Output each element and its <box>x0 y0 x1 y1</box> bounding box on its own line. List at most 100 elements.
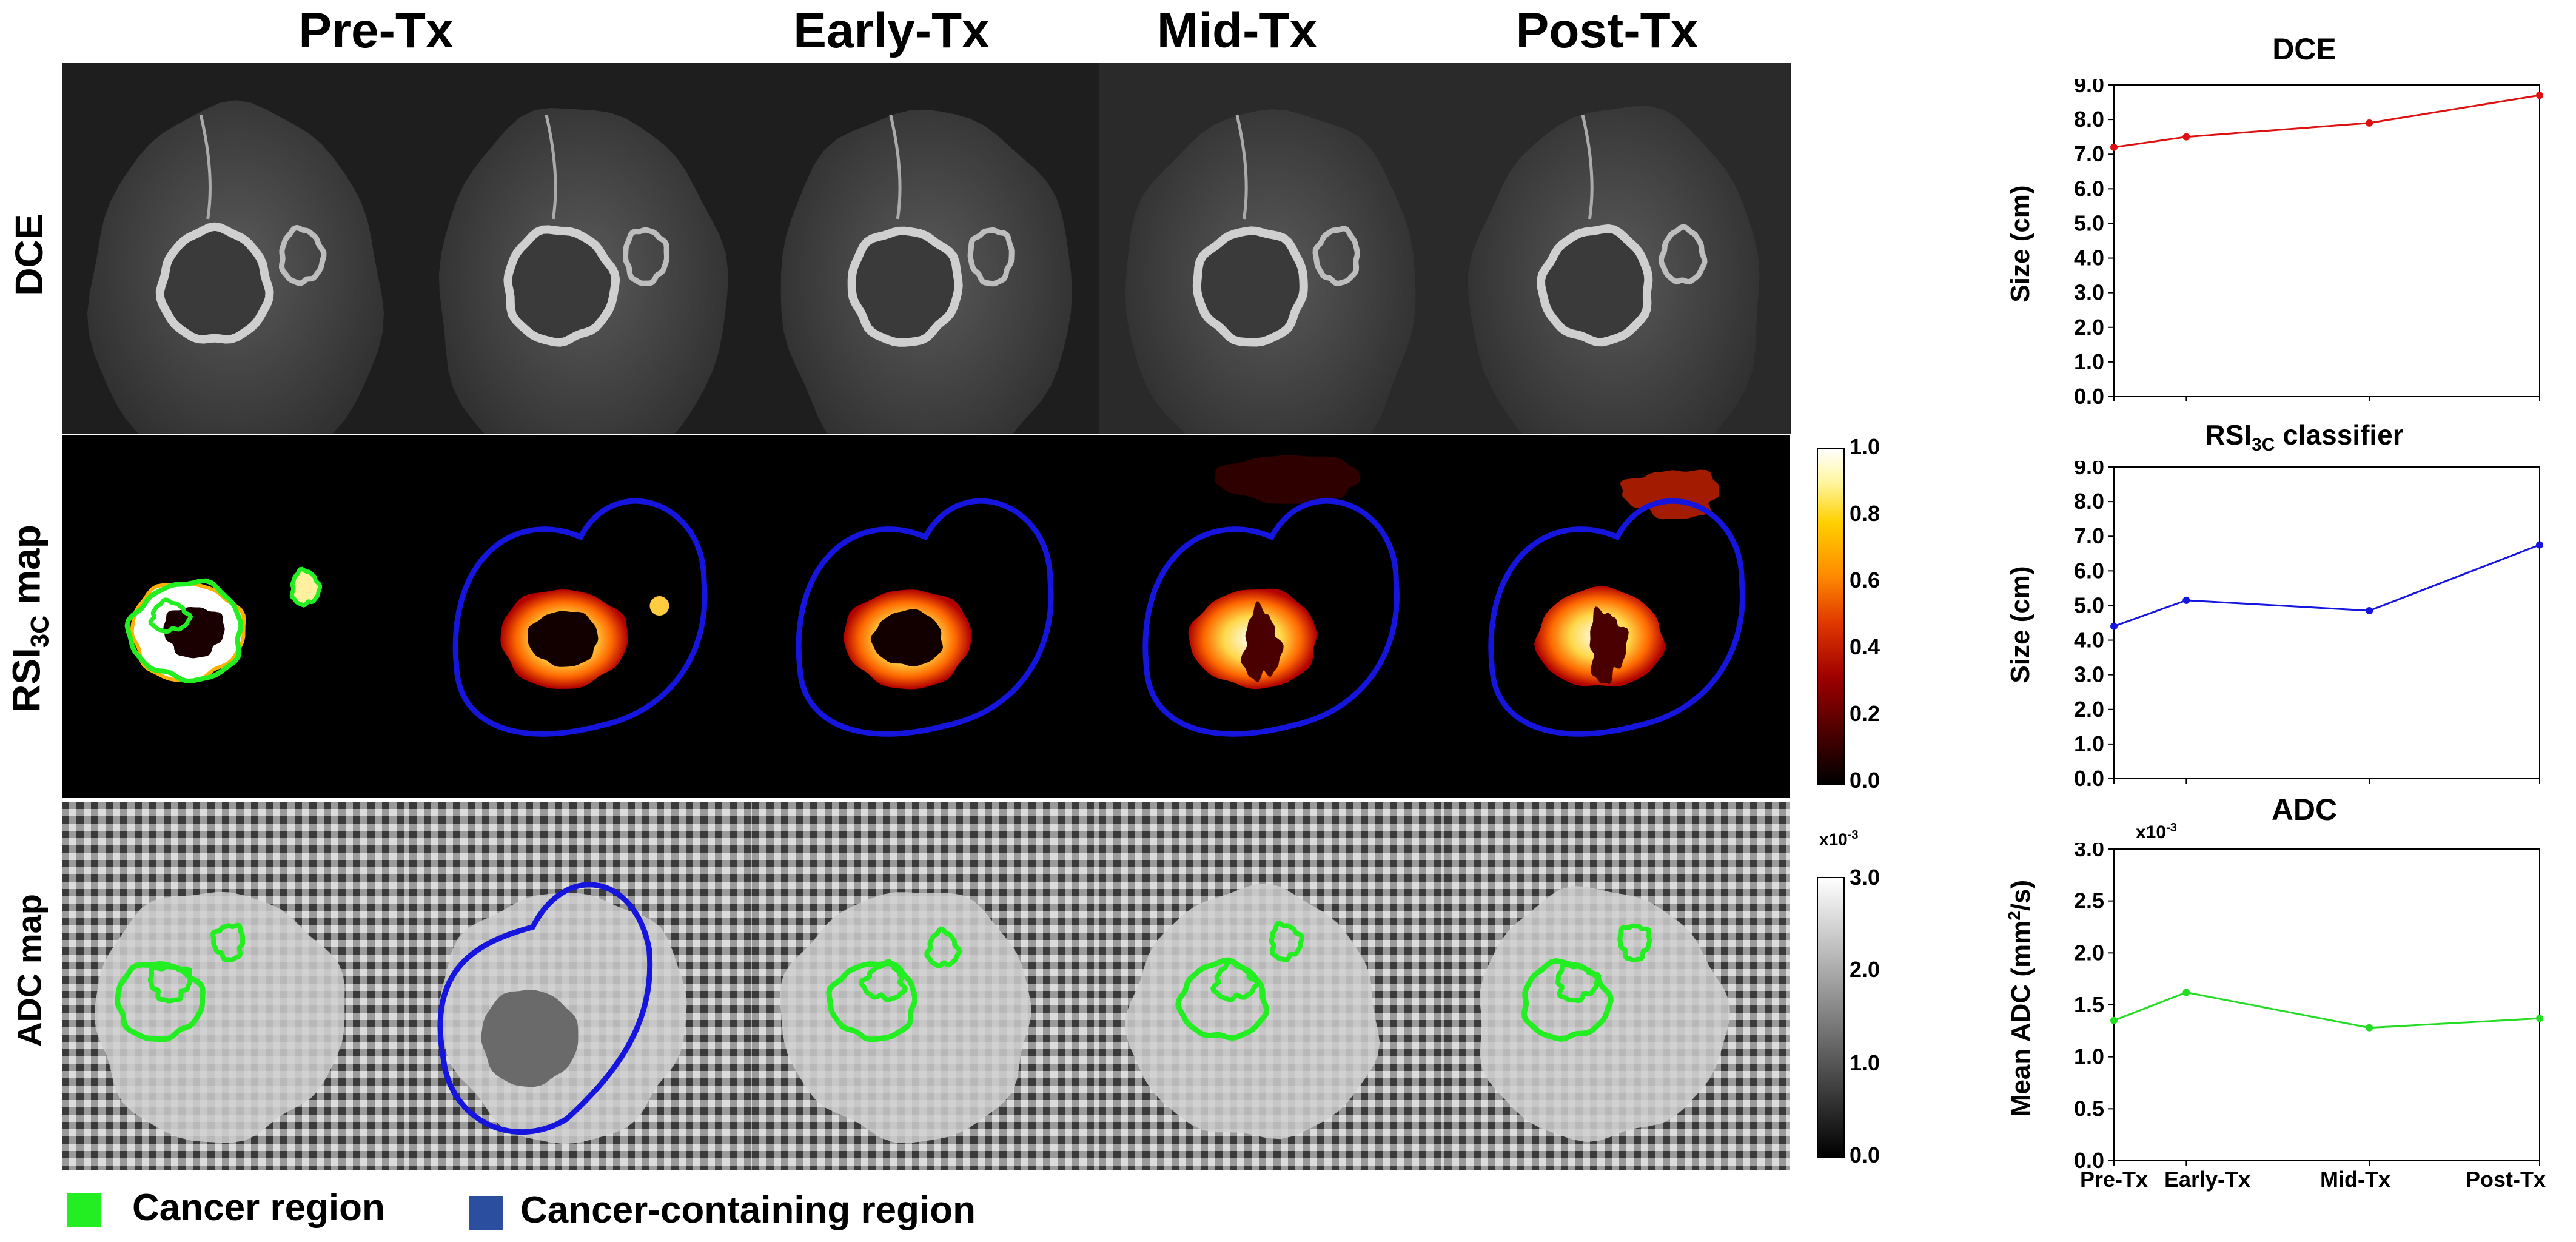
data-point <box>2536 541 2543 549</box>
y-tick-label: 4.0 <box>2074 246 2104 270</box>
legend-swatch-cancer <box>67 1193 101 1227</box>
data-point <box>2182 133 2190 141</box>
adc-cb-mult-base: x10 <box>1819 830 1848 849</box>
chart-frame <box>2113 84 2540 397</box>
y-tick-label: 8.0 <box>2074 107 2104 132</box>
y-tick-label: 9.0 <box>2074 461 2104 479</box>
y-tick-label: 0.0 <box>2074 766 2104 788</box>
data-point <box>2366 1024 2373 1032</box>
rsi-image-panel <box>1099 435 1444 798</box>
series-line <box>2113 544 2540 628</box>
y-tick-label: 2.0 <box>2074 940 2104 965</box>
chart-xtick: Early-Tx <box>2164 1167 2251 1192</box>
rsi-label-suffix: map <box>4 525 49 616</box>
legend-swatch-containing <box>469 1196 503 1230</box>
rsi-image-panel <box>752 435 1099 798</box>
dce-image-panel <box>752 63 1100 434</box>
chart-ylabel-adc-suffix: /s) <box>2005 879 2036 911</box>
y-tick-label: 9.0 <box>2074 79 2104 97</box>
legend-label-containing: Cancer-containing region <box>520 1189 976 1231</box>
row-label-rsi: RSI3C map <box>4 525 55 713</box>
rsi-colorbar-tick: 0.2 <box>1850 701 1880 726</box>
adc-chart-multiplier: x10-3 <box>2136 821 2177 843</box>
y-tick-label: 2.0 <box>2074 697 2104 722</box>
chart-adc: 0.0 0.5 1.0 1.5 2.0 2.5 3.0 <box>2074 843 2543 1170</box>
data-point <box>2110 622 2118 630</box>
rsi-label-sub: 3C <box>25 615 54 648</box>
adc-image-panel <box>752 802 1099 1170</box>
adc-image-panel <box>409 802 752 1170</box>
adc-colorbar-tick: 3.0 <box>1850 865 1880 890</box>
rsi-colorbar-tick: 0.4 <box>1850 634 1880 659</box>
y-tick-label: 7.0 <box>2074 523 2104 548</box>
y-tick-label: 3.0 <box>2074 843 2104 861</box>
data-point <box>2182 596 2190 604</box>
chart-xtick: Mid-Tx <box>2320 1167 2390 1192</box>
data-point <box>2366 607 2373 615</box>
y-tick-label: 3.0 <box>2074 662 2104 687</box>
column-header-post-tx: Post-Tx <box>1515 3 1699 58</box>
chart-xtick: Post-Tx <box>2465 1167 2546 1192</box>
y-tick-label: 1.0 <box>2074 731 2104 756</box>
rsi-colorbar-tick: 0.6 <box>1850 568 1880 592</box>
rsi-image-panel <box>1444 435 1790 798</box>
rsi-colorbar <box>1817 448 1845 785</box>
adc-chart-mult-base: x10 <box>2136 822 2167 842</box>
data-point <box>2182 989 2190 996</box>
y-tick-label: 2.5 <box>2074 888 2104 913</box>
chart-dce: 0.0 1.0 2.0 3.0 4.0 5.0 6.0 7.0 8.0 9.0 <box>2074 79 2543 406</box>
data-point <box>2536 1015 2543 1022</box>
y-tick-label: 6.0 <box>2074 558 2104 583</box>
y-tick-label: 1.0 <box>2074 349 2104 374</box>
data-point <box>2110 143 2118 151</box>
series-line <box>2113 94 2540 149</box>
rsi-label-base: RSI <box>4 648 49 713</box>
y-tick-label: 7.0 <box>2074 141 2104 166</box>
rsi-colorbar-tick: 0.0 <box>1850 768 1880 793</box>
y-tick-label: 0.5 <box>2074 1096 2104 1121</box>
adc-image-panel <box>1099 802 1444 1170</box>
adc-colorbar-tick: 1.0 <box>1850 1050 1880 1075</box>
y-tick-label: 6.0 <box>2074 176 2104 201</box>
adc-cb-mult-exp: -3 <box>1847 828 1859 842</box>
dce-image-panel <box>1099 63 1446 434</box>
row-label-adc: ADC map <box>10 893 49 1047</box>
chart-title-rsi-sub: 3C <box>2252 435 2275 455</box>
dce-image-panel <box>409 63 753 434</box>
chart-title-rsi-suffix: classifier <box>2275 419 2404 451</box>
y-tick-label: 2.0 <box>2074 315 2104 340</box>
column-header-mid-tx: Mid-Tx <box>1156 3 1318 58</box>
chart-frame <box>2113 466 2540 779</box>
data-point <box>2110 1016 2118 1024</box>
chart-title-rsi: RSI3C classifier <box>2110 418 2498 455</box>
chart-ylabel-adc-sup: 2 <box>2005 911 2024 921</box>
y-tick-label: 5.0 <box>2074 210 2104 235</box>
adc-chart-mult-exp: -3 <box>2166 821 2177 834</box>
y-tick-label: 3.0 <box>2074 280 2104 305</box>
adc-colorbar-tick: 0.0 <box>1850 1143 1880 1167</box>
chart-xtick: Pre-Tx <box>2079 1167 2148 1192</box>
rsi-image-panel <box>62 435 409 798</box>
chart-ylabel-dce: Size (cm) <box>2005 185 2035 303</box>
data-point <box>2366 119 2373 127</box>
chart-frame <box>2113 848 2540 1161</box>
column-header-early-tx: Early-Tx <box>793 3 990 58</box>
rsi-colorbar-tick: 0.8 <box>1850 501 1880 526</box>
y-tick-label: 1.0 <box>2074 1044 2104 1069</box>
legend-label-cancer: Cancer region <box>132 1187 385 1229</box>
row-label-dce: DCE <box>7 213 51 296</box>
chart-title-dce: DCE <box>2272 32 2336 66</box>
chart-ylabel-adc: Mean ADC (mm2/s) <box>2005 880 2036 1116</box>
y-tick-label: 5.0 <box>2074 592 2104 617</box>
y-tick-label: 0.0 <box>2074 1148 2104 1170</box>
rsi-colorbar-tick: 1.0 <box>1850 434 1880 459</box>
chart-title-adc: ADC <box>2271 793 2338 827</box>
y-tick-label: 0.0 <box>2074 384 2104 406</box>
chart-rsi: 0.0 1.0 2.0 3.0 4.0 5.0 6.0 7.0 8.0 9.0 <box>2074 461 2543 788</box>
chart-ylabel-rsi: Size (cm) <box>2005 566 2035 683</box>
dce-image-panel <box>1444 63 1791 434</box>
y-tick-label: 8.0 <box>2074 489 2104 514</box>
data-point <box>2536 92 2543 99</box>
rsi-image-panel <box>409 435 752 798</box>
y-tick-label: 1.5 <box>2074 992 2104 1017</box>
